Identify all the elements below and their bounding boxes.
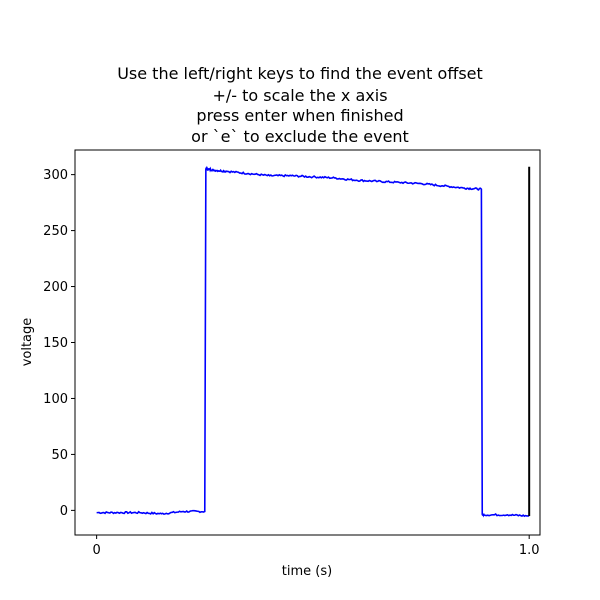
x-axis-label: time (s) bbox=[282, 564, 332, 579]
plot-area-frame bbox=[74, 149, 541, 536]
y-tick-label: 50 bbox=[51, 448, 68, 463]
y-tick-label: 300 bbox=[43, 168, 68, 183]
y-tick-label: 100 bbox=[43, 392, 68, 407]
x-tick-label: 1.0 bbox=[519, 543, 540, 558]
y-tick-label: 250 bbox=[43, 224, 68, 239]
signal-series-line bbox=[96, 165, 530, 518]
title-line-3: press enter when finished bbox=[196, 106, 404, 125]
title-line-4: or `e` to exclude the event bbox=[191, 127, 409, 146]
title-line-1: Use the left/right keys to find the even… bbox=[117, 64, 483, 83]
y-axis-label: voltage bbox=[20, 318, 35, 367]
y-tick-label: 200 bbox=[43, 280, 68, 295]
y-tick-label: 150 bbox=[43, 336, 68, 351]
x-tick-label: 0 bbox=[92, 543, 100, 558]
y-tick-label: 0 bbox=[60, 504, 68, 519]
title-line-2: +/- to scale the x axis bbox=[212, 86, 388, 105]
